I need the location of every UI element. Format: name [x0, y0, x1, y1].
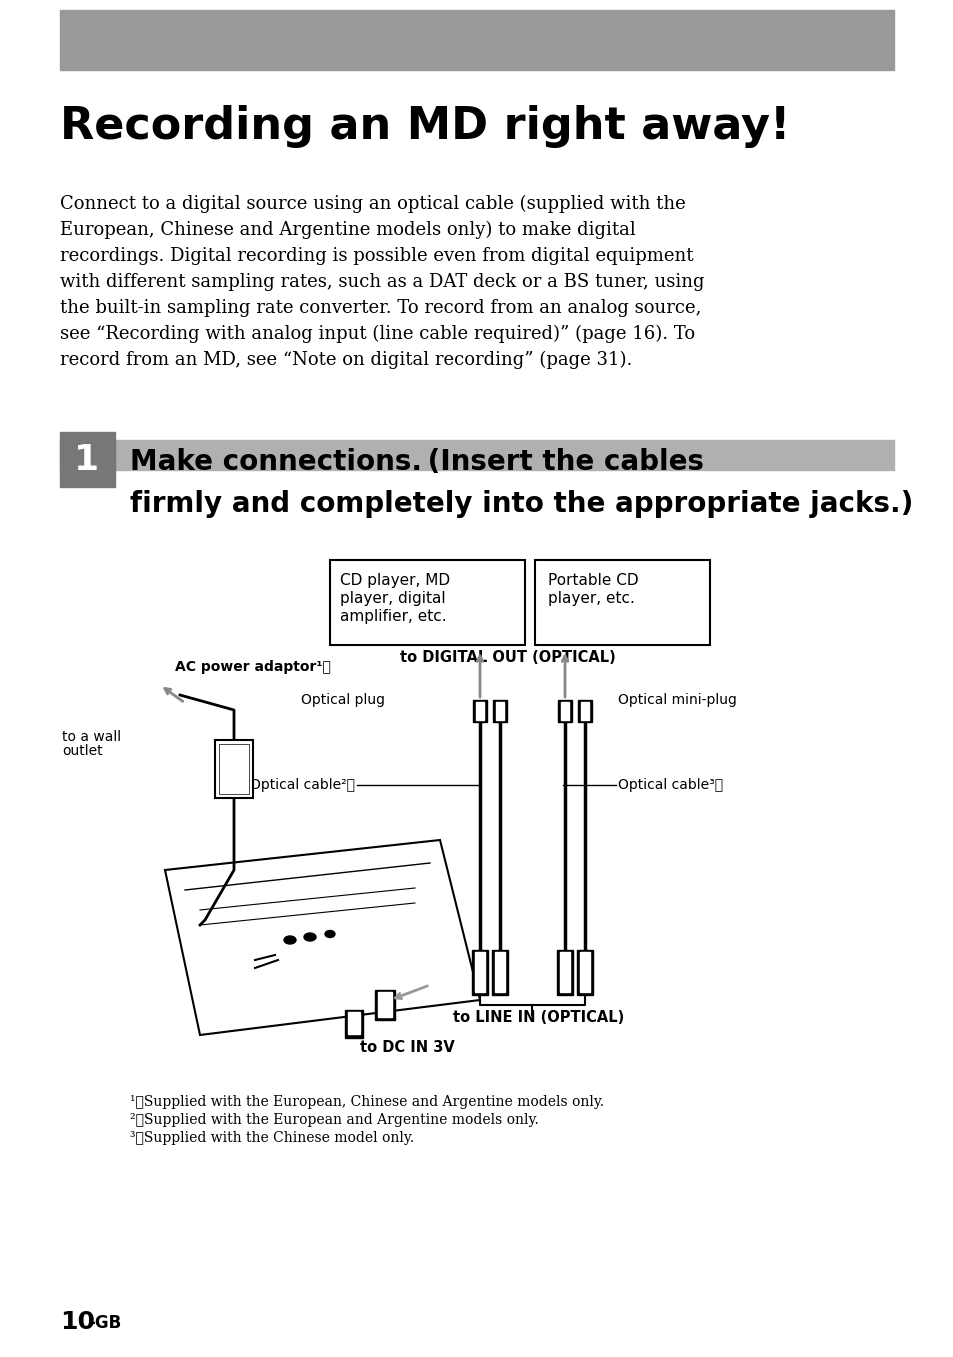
Text: (Insert the cables: (Insert the cables [417, 448, 703, 476]
Bar [377, 992, 392, 1016]
Text: record from an MD, see “Note on digital recording” (page 31).: record from an MD, see “Note on digital … [60, 351, 632, 369]
Text: ³⧩Supplied with the Chinese model only.: ³⧩Supplied with the Chinese model only. [130, 1130, 414, 1145]
Bar [375, 991, 395, 1020]
Text: Optical plug: Optical plug [301, 693, 385, 707]
Text: player, etc.: player, etc. [547, 592, 634, 607]
Bar [473, 700, 486, 722]
Text: to DC IN 3V: to DC IN 3V [359, 1039, 455, 1054]
Bar [558, 700, 572, 722]
Bar [493, 700, 506, 722]
Bar [560, 702, 568, 721]
Bar [535, 560, 709, 645]
Bar [559, 953, 569, 992]
Bar [578, 700, 592, 722]
Bar [557, 950, 573, 995]
Bar [60, 440, 893, 470]
Bar [330, 560, 524, 645]
Text: to DIGITAL OUT (OPTICAL): to DIGITAL OUT (OPTICAL) [399, 650, 615, 665]
Text: recordings. Digital recording is possible even from digital equipment: recordings. Digital recording is possibl… [60, 247, 693, 265]
Text: player, digital: player, digital [339, 592, 445, 607]
Text: CD player, MD: CD player, MD [339, 573, 450, 588]
Text: firmly and completely into the appropriate jacks.): firmly and completely into the appropria… [130, 490, 912, 518]
Bar [214, 740, 253, 798]
Bar [496, 702, 503, 721]
Bar [577, 950, 593, 995]
Ellipse shape [304, 934, 315, 940]
Text: see “Recording with analog input (line cable required)” (page 16). To: see “Recording with analog input (line c… [60, 324, 695, 343]
Text: with different sampling rates, such as a DAT deck or a BS tuner, using: with different sampling rates, such as a… [60, 273, 703, 290]
Bar [345, 1010, 363, 1038]
Bar [495, 953, 504, 992]
Text: amplifier, etc.: amplifier, etc. [339, 609, 446, 624]
Bar [348, 1012, 359, 1034]
Bar [475, 953, 484, 992]
Text: Make connections.: Make connections. [130, 448, 421, 476]
Text: European, Chinese and Argentine models only) to make digital: European, Chinese and Argentine models o… [60, 221, 635, 239]
Text: Optical cable³⧩: Optical cable³⧩ [618, 778, 722, 792]
Ellipse shape [325, 931, 335, 938]
Text: AC power adaptor¹⧩: AC power adaptor¹⧩ [174, 660, 331, 674]
Bar [476, 702, 483, 721]
Text: to LINE IN (OPTICAL): to LINE IN (OPTICAL) [453, 1010, 623, 1025]
Text: ²⧩Supplied with the European and Argentine models only.: ²⧩Supplied with the European and Argenti… [130, 1113, 538, 1128]
Text: 1: 1 [74, 442, 99, 478]
Bar [492, 950, 507, 995]
Ellipse shape [284, 936, 295, 944]
Text: outlet: outlet [62, 744, 103, 759]
Text: Connect to a digital source using an optical cable (supplied with the: Connect to a digital source using an opt… [60, 195, 685, 213]
Bar [219, 744, 249, 794]
Text: ¹⧩Supplied with the European, Chinese and Argentine models only.: ¹⧩Supplied with the European, Chinese an… [130, 1095, 603, 1109]
Text: the built-in sampling rate converter. To record from an analog source,: the built-in sampling rate converter. To… [60, 299, 700, 318]
Polygon shape [165, 840, 479, 1035]
Text: Optical cable²⧩: Optical cable²⧩ [250, 778, 355, 792]
Text: Optical mini-plug: Optical mini-plug [618, 693, 736, 707]
Text: to a wall: to a wall [62, 730, 121, 744]
Bar [60, 432, 115, 487]
Bar [472, 950, 488, 995]
Bar [60, 9, 893, 71]
Text: 10: 10 [60, 1310, 95, 1334]
Text: -GB: -GB [88, 1314, 121, 1333]
Bar [579, 953, 589, 992]
Text: Portable CD: Portable CD [547, 573, 638, 588]
Bar [580, 702, 588, 721]
Text: Recording an MD right away!: Recording an MD right away! [60, 104, 789, 148]
